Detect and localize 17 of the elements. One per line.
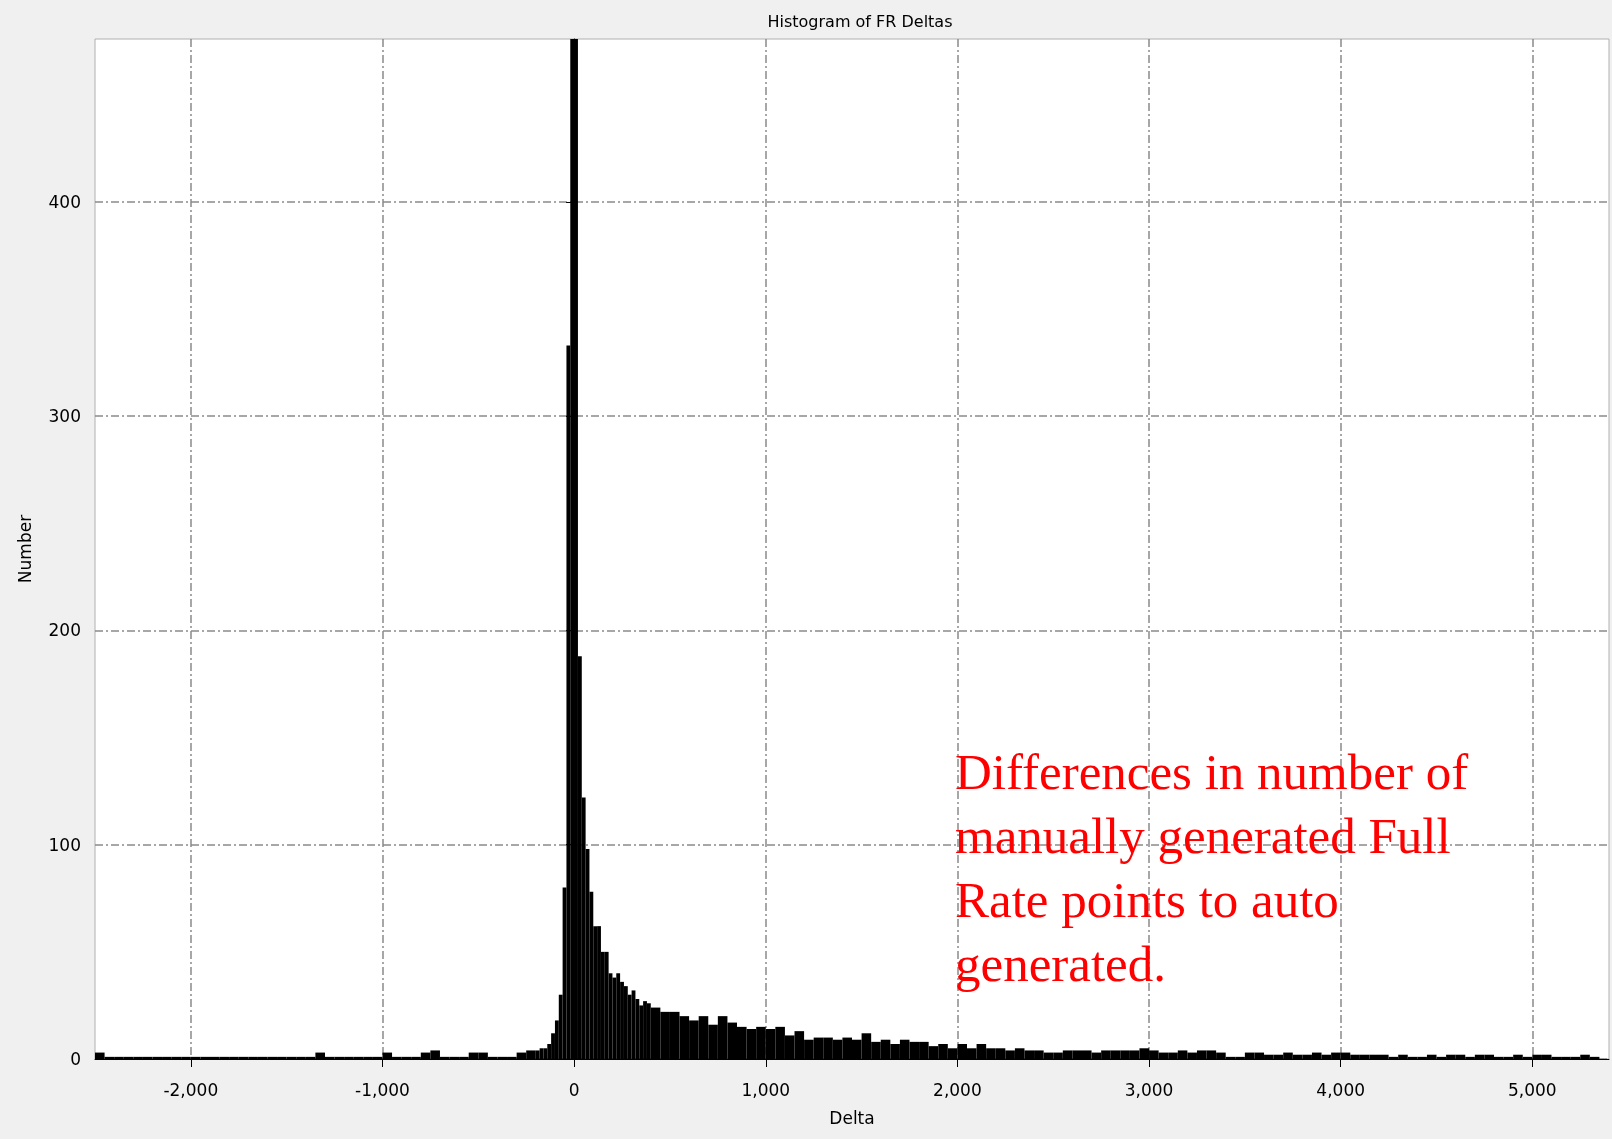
x-axis-title: Delta xyxy=(829,1107,875,1128)
x-tick-label: 3,000 xyxy=(1124,1079,1174,1100)
y-tick-label: 0 xyxy=(70,1049,81,1069)
annotation: Differences in number of manually generated Full Rate points to auto generated. xyxy=(955,744,1481,992)
x-tick-label: -1,000 xyxy=(355,1079,410,1100)
x-tick-label: 1,000 xyxy=(741,1079,791,1100)
y-axis-title: Number xyxy=(14,514,35,584)
y-tick-label: 100 xyxy=(48,834,81,855)
x-tick-label: 4,000 xyxy=(1316,1079,1366,1100)
x-tick-label: 5,000 xyxy=(1508,1079,1557,1100)
x-tick-label: 0 xyxy=(568,1079,580,1100)
y-tick-label: 300 xyxy=(48,406,81,427)
y-tick-label: 200 xyxy=(48,620,81,641)
chart-title: Histogram of FR Deltas xyxy=(767,11,953,31)
y-tick-label: 400 xyxy=(48,191,81,212)
x-tick-label: -2,000 xyxy=(163,1079,219,1100)
x-tick-label: 2,000 xyxy=(933,1079,982,1100)
